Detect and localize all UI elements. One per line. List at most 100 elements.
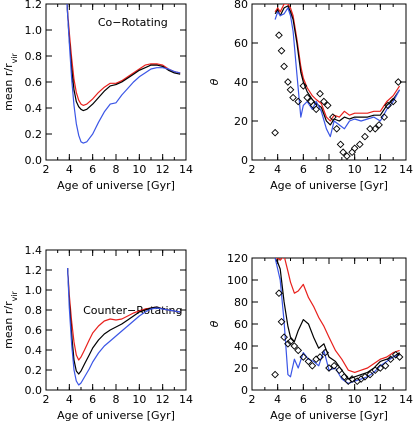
diamond-marker — [289, 93, 297, 102]
x-tick-label: 14 — [399, 163, 413, 176]
diamond-marker — [280, 333, 288, 342]
series-line-blue — [66, 4, 181, 144]
diamond-marker — [371, 366, 380, 375]
y-axis-label: θ — [208, 320, 221, 327]
panel-annotation: Counter−Rotating — [83, 304, 182, 317]
series-line-red — [66, 4, 181, 106]
diamond-marker — [299, 82, 308, 90]
series-line-black — [66, 4, 181, 112]
diamond-marker — [335, 366, 344, 375]
y-tick-label: 1.4 — [25, 244, 43, 257]
diamond-marker — [284, 78, 292, 86]
y-tick-label: 120 — [227, 252, 248, 265]
panel-co-rotating-theta: 2 4 6 8 10 12 14 0 20 40 60 80 Age of universe [Gyr]… — [208, 0, 413, 192]
y-tick-label: 80 — [234, 0, 248, 11]
x-tick-label: 14 — [179, 393, 193, 406]
y-tick-label: 0 — [241, 384, 248, 397]
diamond-marker — [316, 89, 324, 98]
y-tick-label: 0.0 — [25, 384, 43, 397]
x-tick-label: 14 — [399, 393, 413, 406]
x-tick-label: 4 — [66, 393, 73, 406]
diamond-marker — [371, 124, 380, 133]
diamond-marker — [330, 361, 338, 370]
diamond-marker — [290, 342, 299, 350]
panel-co-rotating-radius: 2 4 6 8 10 12 14 0.0 0.2 0.4 0.6 0.8 1.0 1.2 Age of un… — [2, 0, 193, 192]
diamond-marker — [320, 97, 328, 106]
plot-frame — [251, 3, 407, 161]
y-tick-label: 0.6 — [25, 76, 43, 89]
diamond-marker — [294, 346, 303, 355]
x-axis-label: Age of universe [Gyr] — [57, 179, 175, 192]
diamond-marker — [271, 128, 279, 137]
diamond-marker — [284, 339, 292, 348]
x-tick-label: 12 — [156, 163, 170, 176]
diamond-marker — [389, 97, 398, 106]
y-tick-label: 0.2 — [25, 364, 43, 377]
diamond-marker — [308, 361, 317, 370]
x-tick-label: 12 — [156, 393, 170, 406]
panel-counter-rotating-radius: 2 4 6 8 10 12 14 0.0 0.2 0.4 0.6 0.8 1.0 1.2 1.4 Age of… — [2, 244, 193, 422]
diamond-marker — [340, 372, 349, 381]
x-tick-label: 8 — [326, 393, 333, 406]
y-tick-label: 0.6 — [25, 324, 43, 337]
diamond-marker — [348, 375, 356, 383]
y-tick-label: 0.4 — [25, 344, 43, 357]
diamond-marker — [343, 152, 351, 160]
diamond-marker — [384, 101, 392, 110]
panel-annotation: Co−Rotating — [98, 16, 168, 29]
diamond-marker — [277, 46, 286, 55]
diamond-marker — [361, 372, 369, 381]
diamond-marker — [361, 132, 369, 141]
y-tick-label: 0.0 — [25, 154, 43, 167]
diamond-marker — [366, 370, 374, 379]
x-tick-label: 8 — [113, 393, 120, 406]
x-tick-label: 4 — [274, 163, 281, 176]
diamond-marker — [355, 140, 364, 149]
diamond-marker — [312, 105, 321, 114]
diamond-marker — [304, 357, 313, 366]
diamond-marker — [329, 113, 337, 121]
y-tick-label: 0.8 — [25, 304, 43, 317]
diamond-marker — [332, 124, 341, 133]
diamond-marker — [386, 355, 395, 364]
x-tick-label: 2 — [249, 393, 256, 406]
y-tick-label: 40 — [234, 340, 248, 353]
x-tick-label: 4 — [274, 393, 281, 406]
x-tick-label: 10 — [348, 393, 362, 406]
diamond-marker — [303, 93, 312, 102]
x-tick-label: 6 — [300, 163, 307, 176]
diamond-marker — [339, 148, 347, 157]
diamond-marker — [376, 364, 385, 372]
diamond-marker — [350, 144, 359, 153]
x-tick-label: 4 — [66, 163, 73, 176]
y-axis-label: θ — [208, 78, 221, 85]
x-axis-label: Age of universe [Gyr] — [270, 179, 388, 192]
y-tick-label: 1.2 — [25, 264, 43, 277]
series-line-red — [274, 4, 401, 122]
y-tick-label: 0.2 — [25, 128, 43, 141]
y-tick-label: 20 — [234, 115, 248, 128]
x-tick-label: 6 — [89, 163, 96, 176]
y-tick-label: 0 — [241, 154, 248, 167]
series-line-black — [67, 267, 181, 375]
x-tick-label: 10 — [132, 163, 146, 176]
y-tick-label: 1.2 — [25, 0, 43, 11]
x-tick-label: 14 — [179, 163, 193, 176]
y-tick-label: 40 — [234, 76, 248, 89]
x-tick-label: 6 — [89, 393, 96, 406]
series-line-blue — [67, 267, 181, 386]
y-tick-label: 80 — [234, 296, 248, 309]
diamond-marker — [381, 361, 390, 370]
diamond-marker — [271, 370, 279, 379]
y-tick-label: 1.0 — [25, 284, 43, 297]
diamond-marker — [380, 113, 389, 121]
series-line-blue — [274, 7, 401, 138]
diamond-marker — [299, 353, 308, 361]
y-tick-label: 0.4 — [25, 102, 43, 115]
x-tick-label: 8 — [326, 163, 333, 176]
diamond-marker — [391, 350, 400, 359]
y-tick-label: 60 — [234, 318, 248, 331]
diamond-marker — [277, 317, 286, 326]
panel-counter-rotating-theta: 2 4 6 8 10 12 14 0 20 40 60 80 100 120 Age of universe… — [208, 252, 413, 422]
diamond-marker — [366, 124, 374, 133]
